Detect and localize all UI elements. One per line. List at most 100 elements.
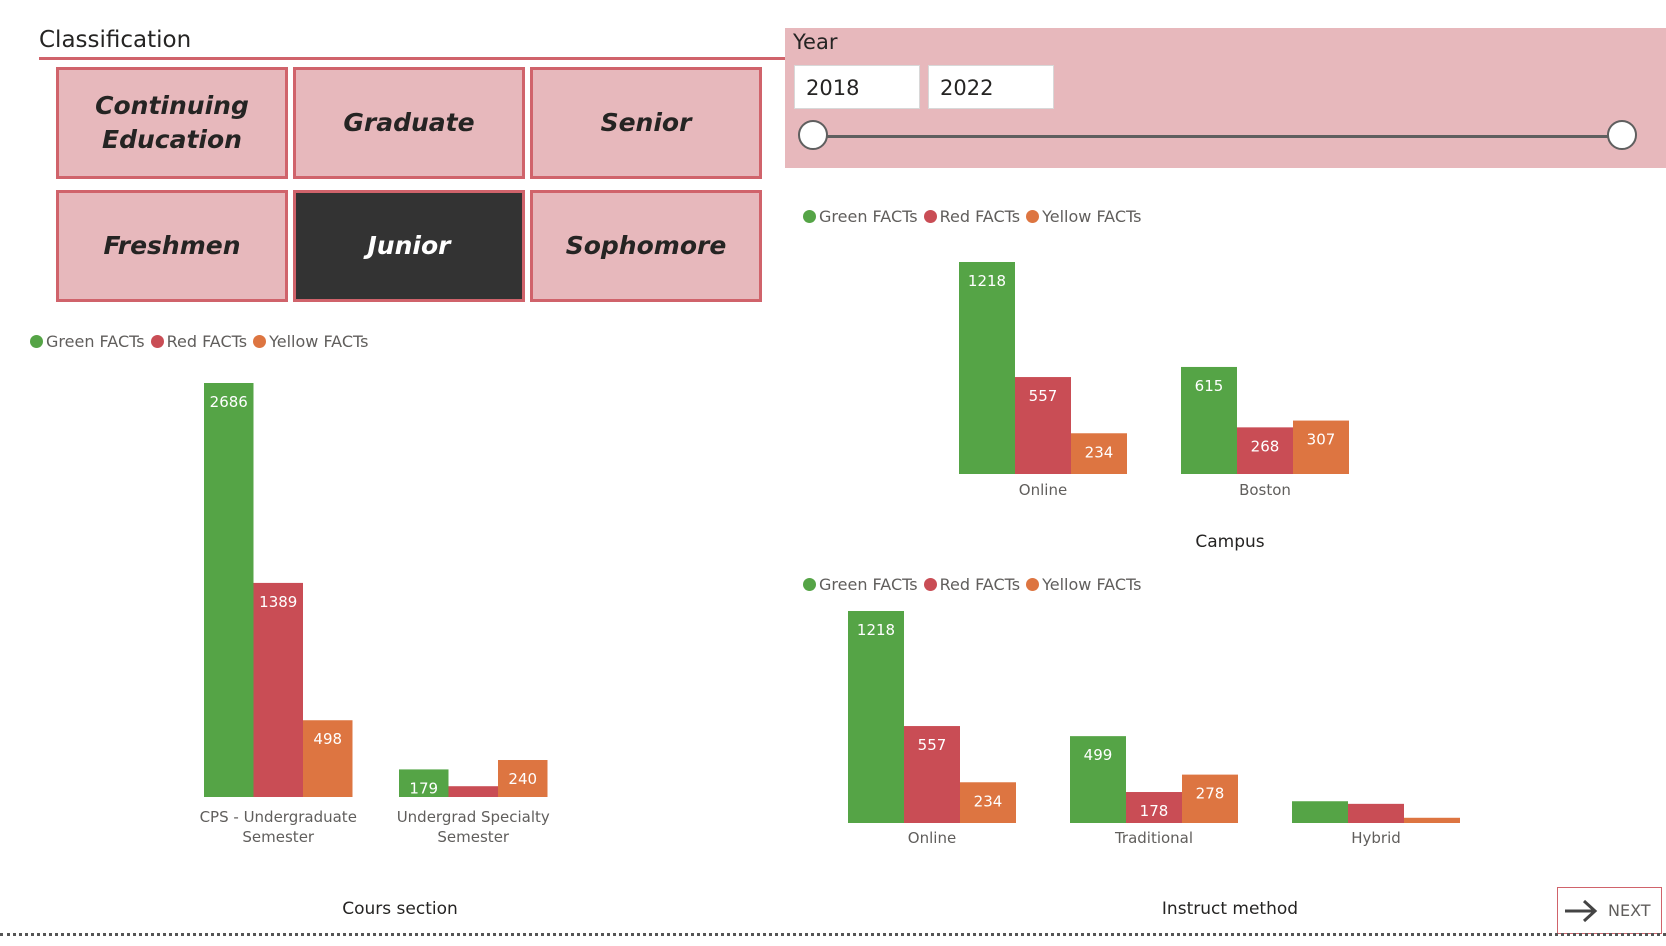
next-label: NEXT <box>1608 901 1651 920</box>
legend-yellow-dot <box>1026 578 1040 591</box>
category-label: Online <box>1019 481 1067 499</box>
axis-title-instruct-method: Instruct method <box>1161 899 1299 919</box>
legend-green-dot <box>803 210 816 223</box>
legend-item-yellow[interactable]: Yellow FACTs <box>253 332 368 351</box>
bar-cps-undergraduate-semester-red-facts[interactable] <box>253 582 304 797</box>
tile-continuing-education[interactable]: Continuing Education <box>56 67 288 179</box>
bar-hybrid-red-facts[interactable] <box>1348 803 1404 823</box>
bar-online-red-facts[interactable] <box>1015 377 1071 474</box>
bar-undergrad-specialty-semester-red-facts[interactable] <box>448 786 499 797</box>
data-label: 498 <box>313 730 342 748</box>
data-label: 234 <box>1085 443 1114 461</box>
legend-red-dot <box>923 210 937 223</box>
category-label: Boston <box>1239 481 1291 499</box>
bar-online-red-facts[interactable] <box>904 726 960 823</box>
chart-campus: 1218 557 234 Online 615 268 307 Boston <box>959 262 1349 499</box>
legend-campus: Green FACTs Red FACTs Yellow FACTs <box>803 207 1147 226</box>
legend-item-green[interactable]: Green FACTs <box>803 207 918 226</box>
legend-yellow-label: Yellow FACTs <box>1042 575 1142 594</box>
arrow-right-icon <box>1565 899 1598 922</box>
data-label: 240 <box>508 770 537 788</box>
category-label: Online <box>908 829 956 847</box>
tile-label: Sophomore <box>565 231 727 260</box>
category-label: Semester <box>437 828 510 846</box>
data-label: 307 <box>1307 431 1336 449</box>
data-label: 2686 <box>210 393 248 411</box>
legend-green-label: Green FACTs <box>46 332 145 351</box>
bar-boston-green-facts[interactable] <box>1181 366 1237 474</box>
bar-traditional-red-facts[interactable] <box>1126 792 1182 823</box>
legend-item-green[interactable]: Green FACTs <box>30 332 145 351</box>
bar-traditional-yellow-facts[interactable] <box>1182 774 1238 823</box>
tile-junior[interactable]: Junior <box>293 190 525 302</box>
legend-yellow-label: Yellow FACTs <box>269 332 369 351</box>
bar-undergrad-specialty-semester-yellow-facts[interactable] <box>498 760 548 797</box>
legend-instruct-method: Green FACTs Red FACTs Yellow FACTs <box>803 575 1147 594</box>
chart-instruct-method: 1218 557 234 Online 499 178 278 Traditional Hybr… <box>848 611 1460 847</box>
category-label: Semester <box>242 828 315 846</box>
year-start-input[interactable]: 2018 <box>794 65 920 109</box>
data-label: 234 <box>974 792 1003 810</box>
data-label: 178 <box>1140 802 1169 820</box>
legend-yellow-dot <box>253 335 267 348</box>
bar-traditional-green-facts[interactable] <box>1070 736 1126 823</box>
tile-label: Junior <box>367 231 451 260</box>
legend-item-red[interactable]: Red FACTs <box>923 207 1021 226</box>
bar-online-yellow-facts[interactable] <box>1071 433 1127 474</box>
data-label: 1218 <box>968 272 1006 290</box>
category-label: Hybrid <box>1351 829 1401 847</box>
year-slider-track[interactable] <box>821 135 1621 138</box>
bar-boston-red-facts[interactable] <box>1237 427 1293 474</box>
axis-title-cours-section: Cours section <box>342 899 458 919</box>
tile-freshmen[interactable]: Freshmen <box>56 190 288 302</box>
tile-sophomore[interactable]: Sophomore <box>530 190 762 302</box>
legend-cours-section: Green FACTs Red FACTs Yellow FACTs <box>30 332 374 351</box>
bar-cps-undergraduate-semester-green-facts[interactable] <box>204 383 254 797</box>
data-label: 1218 <box>857 621 895 639</box>
data-label: 557 <box>918 736 947 754</box>
data-label: 615 <box>1195 377 1224 395</box>
chart-cours-section: 2686 1389 498 CPS - Undergraduate Semester 17… <box>200 383 550 846</box>
bar-online-green-facts[interactable] <box>848 611 904 823</box>
legend-red-label: Red FACTs <box>939 575 1021 594</box>
year-title: Year <box>793 30 838 54</box>
tile-label: Freshmen <box>103 231 241 260</box>
legend-item-yellow[interactable]: Yellow FACTs <box>1026 575 1141 594</box>
data-label: 268 <box>1251 437 1280 455</box>
legend-yellow-label: Yellow FACTs <box>1042 207 1142 226</box>
legend-green-dot <box>30 335 43 348</box>
year-slider-start-handle[interactable] <box>798 120 828 150</box>
bar-hybrid-green-facts[interactable] <box>1292 801 1348 823</box>
category-label: Traditional <box>1114 829 1193 847</box>
legend-red-label: Red FACTs <box>166 332 248 351</box>
next-button[interactable]: NEXT <box>1557 887 1662 934</box>
bar-cps-undergraduate-semester-yellow-facts[interactable] <box>303 720 353 797</box>
bar-undergrad-specialty-semester-green-facts[interactable] <box>399 769 449 797</box>
data-label: 557 <box>1029 387 1058 405</box>
legend-item-yellow[interactable]: Yellow FACTs <box>1026 207 1141 226</box>
year-slicer: Year 2018 2022 <box>785 28 1666 168</box>
year-end-input[interactable]: 2022 <box>928 65 1054 109</box>
legend-item-green[interactable]: Green FACTs <box>803 575 918 594</box>
axis-title-campus: Campus <box>1195 532 1265 552</box>
tile-label: Graduate <box>343 108 475 137</box>
legend-red-label: Red FACTs <box>939 207 1021 226</box>
data-label: 179 <box>409 779 438 797</box>
legend-item-red[interactable]: Red FACTs <box>923 575 1021 594</box>
legend-item-red[interactable]: Red FACTs <box>150 332 248 351</box>
classification-divider <box>39 57 785 60</box>
bar-online-yellow-facts[interactable] <box>960 782 1016 823</box>
page-bottom-border <box>0 933 1666 936</box>
tile-label: Continuing Education <box>95 91 249 154</box>
data-label: 499 <box>1084 746 1113 764</box>
tile-label: Senior <box>600 108 692 137</box>
bar-boston-yellow-facts[interactable] <box>1293 420 1349 474</box>
tile-graduate[interactable]: Graduate <box>293 67 525 179</box>
bar-online-green-facts[interactable] <box>959 262 1015 474</box>
year-slider-end-handle[interactable] <box>1607 120 1637 150</box>
legend-green-dot <box>803 578 816 591</box>
bar-hybrid-yellow-facts[interactable] <box>1404 817 1460 823</box>
legend-green-label: Green FACTs <box>819 207 918 226</box>
data-label: 278 <box>1196 785 1225 803</box>
tile-senior[interactable]: Senior <box>530 67 762 179</box>
